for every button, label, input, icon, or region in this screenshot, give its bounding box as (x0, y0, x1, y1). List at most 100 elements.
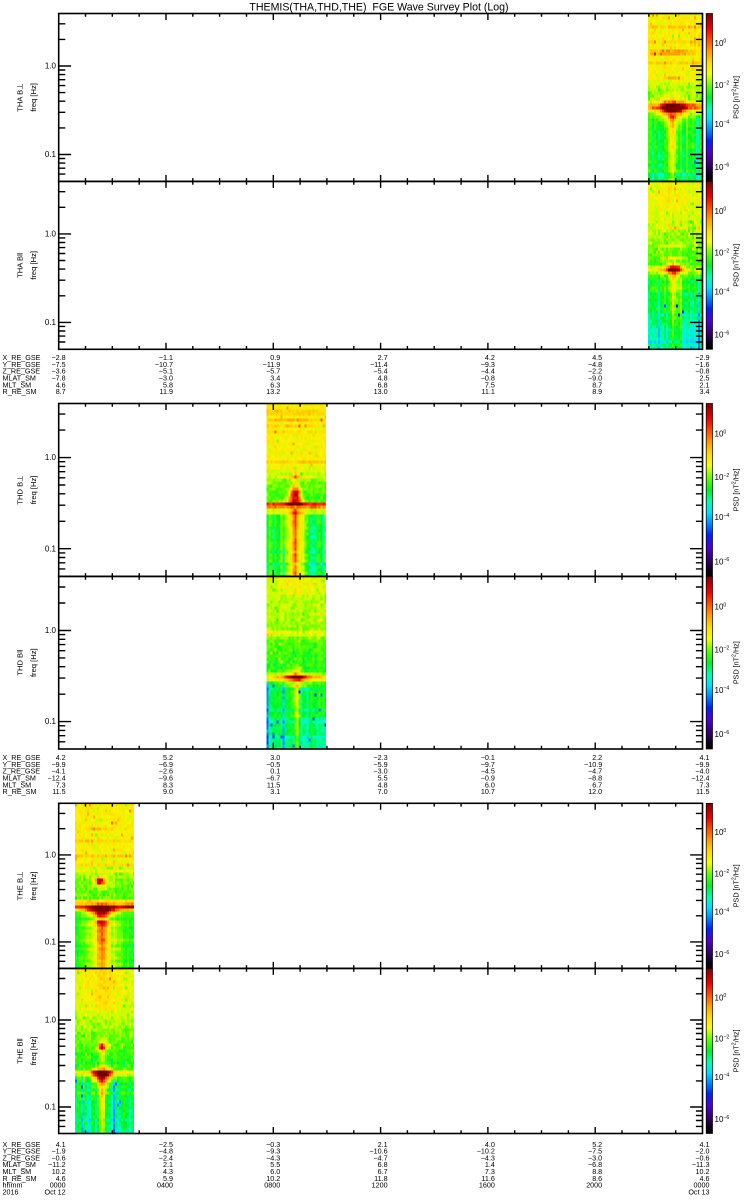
svg-text:1.0: 1.0 (45, 230, 57, 239)
svg-text:10−2: 10−2 (715, 249, 730, 258)
svg-text:0000: 0000 (50, 1181, 66, 1190)
svg-text:13.2: 13.2 (266, 387, 280, 396)
svg-text:−0.1: −0.1 (481, 753, 495, 762)
svg-text:10−6: 10−6 (715, 950, 730, 959)
svg-text:0.1: 0.1 (45, 717, 57, 726)
svg-text:−10.9: −10.9 (584, 760, 602, 769)
svg-text:−0.6: −0.6 (695, 1153, 709, 1162)
svg-text:7.0: 7.0 (378, 787, 388, 796)
svg-text:PSD [nT2/Hz]: PSD [nT2/Hz] (731, 864, 740, 907)
svg-text:−3.0: −3.0 (373, 767, 387, 776)
svg-text:−9.6: −9.6 (159, 774, 173, 783)
svg-text:11.1: 11.1 (481, 387, 494, 396)
svg-text:4.2: 4.2 (56, 753, 66, 762)
svg-text:10−4: 10−4 (715, 1073, 730, 1082)
svg-text:−12.4: −12.4 (691, 774, 709, 783)
svg-text:freq [Hz]: freq [Hz] (29, 83, 38, 112)
svg-text:−1.6: −1.6 (695, 360, 709, 369)
svg-text:0400: 0400 (157, 1181, 173, 1190)
svg-text:PSD [nT2/Hz]: PSD [nT2/Hz] (731, 641, 740, 684)
svg-text:7.3: 7.3 (56, 780, 66, 789)
svg-text:100: 100 (715, 993, 727, 1002)
svg-text:4.3: 4.3 (163, 1167, 173, 1176)
svg-text:100: 100 (715, 39, 727, 48)
svg-text:1.0: 1.0 (45, 1016, 57, 1025)
svg-text:−0.3: −0.3 (266, 1140, 280, 1149)
svg-text:10−2: 10−2 (715, 1034, 730, 1043)
svg-text:−6.8: −6.8 (588, 1160, 602, 1169)
svg-text:−7.5: −7.5 (588, 1147, 602, 1156)
svg-text:THEMIS(THA,THD,THE) FGE Wave: THEMIS(THA,THD,THE) FGE Wave Survey Plot… (249, 2, 508, 14)
svg-text:3.4: 3.4 (700, 387, 710, 396)
svg-text:10.2: 10.2 (266, 1174, 280, 1183)
svg-text:−7.5: −7.5 (51, 360, 65, 369)
svg-text:7.5: 7.5 (485, 380, 495, 389)
svg-text:10−6: 10−6 (715, 730, 730, 739)
svg-text:1.0: 1.0 (45, 453, 57, 462)
svg-text:−6.9: −6.9 (159, 760, 173, 769)
svg-text:10−6: 10−6 (715, 330, 730, 339)
svg-text:−4.7: −4.7 (588, 767, 602, 776)
svg-text:THA B⊥: THA B⊥ (16, 83, 25, 112)
svg-text:7.3: 7.3 (485, 1167, 495, 1176)
svg-text:0.1: 0.1 (270, 767, 280, 776)
svg-text:freq [Hz]: freq [Hz] (29, 871, 38, 900)
svg-text:10−6: 10−6 (715, 163, 730, 172)
svg-text:4.8: 4.8 (378, 780, 388, 789)
svg-text:THE B‖: THE B‖ (16, 1038, 25, 1064)
svg-text:−0.6: −0.6 (51, 1153, 65, 1162)
svg-text:−8.8: −8.8 (588, 774, 602, 783)
svg-text:100: 100 (715, 430, 727, 439)
svg-text:5.5: 5.5 (270, 1160, 280, 1169)
svg-text:−4.7: −4.7 (373, 1153, 387, 1162)
svg-text:2.2: 2.2 (592, 753, 602, 762)
svg-text:PSD [nT2/Hz]: PSD [nT2/Hz] (731, 76, 740, 119)
svg-text:−9.0: −9.0 (588, 374, 602, 383)
svg-text:10−4: 10−4 (715, 908, 730, 917)
svg-text:Oct 13: Oct 13 (688, 1187, 709, 1196)
svg-text:8.7: 8.7 (56, 387, 66, 396)
svg-text:−7.8: −7.8 (51, 374, 65, 383)
svg-text:Y_RE_GSE: Y_RE_GSE (3, 360, 41, 369)
svg-text:−4.3: −4.3 (481, 1153, 495, 1162)
svg-text:−4.8: −4.8 (588, 360, 602, 369)
svg-text:9.0: 9.0 (163, 787, 173, 796)
svg-text:10−2: 10−2 (715, 473, 730, 482)
svg-text:−2.2: −2.2 (588, 367, 602, 376)
svg-text:1.0: 1.0 (45, 62, 57, 71)
svg-text:−2.0: −2.0 (695, 1147, 709, 1156)
svg-text:−2.5: −2.5 (159, 1140, 173, 1149)
svg-text:freq [Hz]: freq [Hz] (29, 476, 38, 505)
svg-text:THD B⊥: THD B⊥ (16, 475, 25, 505)
svg-text:−9.9: −9.9 (51, 760, 65, 769)
svg-text:freq [Hz]: freq [Hz] (29, 648, 38, 677)
svg-text:13.0: 13.0 (374, 387, 388, 396)
svg-text:10−4: 10−4 (715, 120, 730, 129)
svg-text:12.0: 12.0 (588, 787, 602, 796)
svg-text:PSD [nT2/Hz]: PSD [nT2/Hz] (731, 244, 740, 287)
svg-text:0.1: 0.1 (45, 1103, 57, 1112)
svg-text:Z_RE_GSE: Z_RE_GSE (3, 367, 41, 376)
svg-text:3.4: 3.4 (270, 374, 280, 383)
svg-text:2.7: 2.7 (378, 353, 388, 362)
svg-text:0.9: 0.9 (270, 353, 280, 362)
svg-text:−5.4: −5.4 (373, 367, 387, 376)
svg-text:THA B‖: THA B‖ (16, 253, 25, 278)
svg-text:−10.7: −10.7 (155, 360, 173, 369)
svg-text:MLT_SM: MLT_SM (3, 780, 32, 789)
svg-text:10−2: 10−2 (715, 869, 730, 878)
svg-text:MLAT_SM: MLAT_SM (3, 774, 36, 783)
svg-text:Oct 12: Oct 12 (45, 1187, 66, 1196)
svg-text:6.7: 6.7 (592, 780, 602, 789)
svg-text:−0.8: −0.8 (695, 367, 709, 376)
svg-text:MLAT_SM: MLAT_SM (3, 1160, 36, 1169)
svg-text:8.7: 8.7 (592, 380, 602, 389)
svg-text:6.0: 6.0 (485, 780, 495, 789)
svg-text:8.3: 8.3 (163, 780, 173, 789)
svg-text:−2.6: −2.6 (159, 767, 173, 776)
svg-text:2.1: 2.1 (163, 1160, 173, 1169)
svg-text:4.1: 4.1 (700, 1140, 710, 1149)
svg-text:0000: 0000 (694, 1181, 710, 1190)
svg-text:−5.9: −5.9 (373, 760, 387, 769)
svg-text:6.8: 6.8 (378, 1160, 388, 1169)
